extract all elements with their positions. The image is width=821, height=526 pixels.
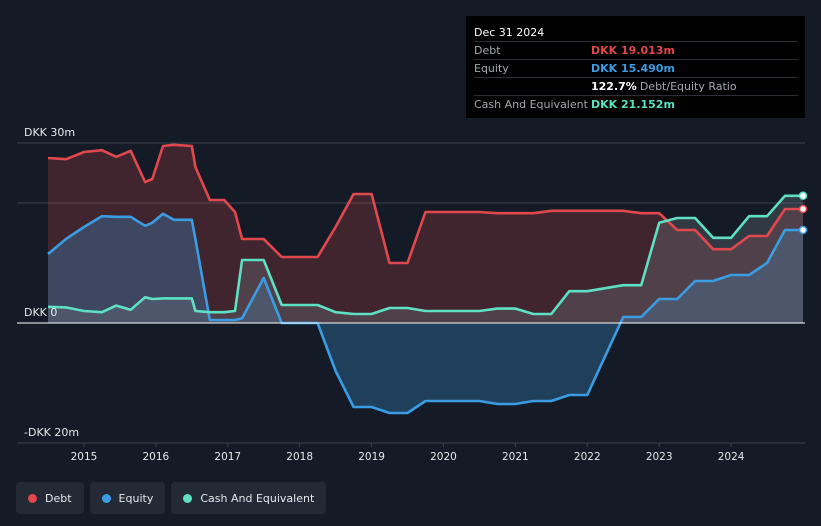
legend-item-equity[interactable]: Equity — [89, 482, 166, 514]
tooltip-cash-value: DKK 21.152m — [591, 98, 675, 111]
x-tick-label: 2020 — [430, 451, 457, 463]
x-tick-label: 2022 — [574, 451, 601, 463]
area-cash-and-equivalent — [48, 195, 803, 323]
x-tick-label: 2024 — [718, 451, 745, 463]
end-marker-cash-and-equivalent — [798, 191, 808, 201]
end-marker-debt — [798, 204, 808, 214]
y-tick-label: -DKK 20m — [24, 426, 79, 439]
y-tick-label: DKK 0 — [24, 306, 57, 319]
line-debt — [47, 143, 803, 265]
grid-lines — [17, 142, 805, 444]
y-axis-labels: DKK 30m DKK 0 -DKK 20m — [24, 126, 79, 439]
legend-dot-cash-icon — [183, 493, 193, 503]
x-tick-label: 2017 — [214, 451, 241, 463]
tooltip-ratio-spacer — [474, 78, 591, 95]
tooltip-cash-label: Cash And Equivalent — [474, 98, 588, 111]
line-equity — [47, 212, 803, 415]
tooltip-ratio-value: 122.7% — [591, 80, 637, 93]
x-tick-label: 2023 — [646, 451, 673, 463]
tooltip-row-equity: Equity DKK 15.490m — [474, 59, 798, 77]
x-tick-label: 2015 — [71, 451, 98, 463]
legend-dot-debt-icon — [28, 493, 37, 503]
series-areas — [48, 144, 803, 413]
legend-item-debt[interactable]: Debt — [16, 482, 84, 514]
legend-label-equity: Equity — [118, 491, 154, 505]
chart-legend: Debt Equity Cash And Equivalent — [16, 482, 327, 514]
tooltip-date: Dec 31 2024 — [474, 26, 545, 39]
tooltip-panel: Dec 31 2024 Debt DKK 19.013m Equity DKK … — [466, 16, 805, 118]
tooltip-debt-value: DKK 19.013m — [591, 44, 675, 57]
end-markers — [798, 191, 808, 235]
x-tick-label: 2021 — [502, 451, 529, 463]
y-tick-label: DKK 30m — [24, 126, 75, 139]
x-tick-label: 2016 — [142, 451, 169, 463]
line-cash-and-equivalent — [47, 194, 803, 316]
tooltip-equity-value: DKK 15.490m — [591, 62, 675, 75]
tooltip-row-ratio: 122.7% Debt/Equity Ratio — [474, 77, 798, 95]
legend-label-cash: Cash And Equivalent — [200, 491, 315, 505]
tooltip-ratio-label: Debt/Equity Ratio — [639, 80, 737, 93]
area-equity — [48, 213, 803, 413]
x-tick-label: 2019 — [358, 451, 385, 463]
series-lines — [47, 143, 803, 415]
legend-item-cash[interactable]: Cash And Equivalent — [171, 482, 327, 514]
tooltip-row-cash: Cash And Equivalent DKK 21.152m — [474, 95, 798, 113]
area-debt — [48, 144, 803, 323]
x-axis-labels: 2015 2016 2017 2018 2019 2020 2021 2022 2023 2024 — [71, 443, 745, 463]
legend-label-debt: Debt — [45, 491, 72, 505]
legend-dot-equity-icon — [101, 493, 111, 503]
end-marker-equity — [798, 225, 808, 235]
tooltip-debt-label: Debt — [474, 44, 501, 57]
tooltip-row-debt: Debt DKK 19.013m — [474, 41, 798, 59]
x-tick-label: 2018 — [286, 451, 313, 463]
tooltip-equity-label: Equity — [474, 62, 509, 75]
